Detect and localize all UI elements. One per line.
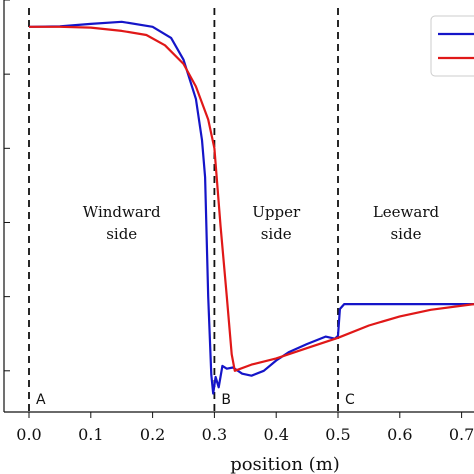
x-tick-label-2: 0.2 (140, 425, 165, 444)
region-label-0: Windward side (83, 203, 161, 243)
y-ticks (4, 0, 10, 372)
plot-area (3, 0, 474, 413)
vertical-markers: A B C (28, 8, 355, 412)
legend (430, 15, 474, 77)
x-tick-label-6: 0.6 (387, 425, 412, 444)
region-label-2: Leeward side (373, 203, 440, 243)
x-tick-label-7: 0.7 (449, 425, 474, 444)
region-label-1: Upper side (252, 203, 301, 243)
marker-label-a: A (36, 392, 46, 408)
x-tick-label-3: 0.3 (202, 425, 227, 444)
marker-label-b: B (221, 392, 231, 408)
x-tick-label-5: 0.5 (325, 425, 350, 444)
x-tick-label-1: 0.1 (78, 425, 103, 444)
series-lines (28, 20, 474, 395)
marker-label-c: C (345, 392, 355, 408)
x-ticks: 0.0 0.1 0.2 0.3 0.4 0.5 0.6 0.7 (16, 412, 474, 444)
series-line-0 (28, 20, 474, 395)
series-line-1 (29, 25, 474, 372)
x-axis-title: position (m) (230, 454, 340, 474)
x-tick-label-0: 0.0 (16, 425, 41, 444)
x-tick-label-4: 0.4 (263, 425, 288, 444)
legend-box (430, 15, 474, 77)
region-labels: Windward side Upper side Leeward side (83, 203, 440, 243)
